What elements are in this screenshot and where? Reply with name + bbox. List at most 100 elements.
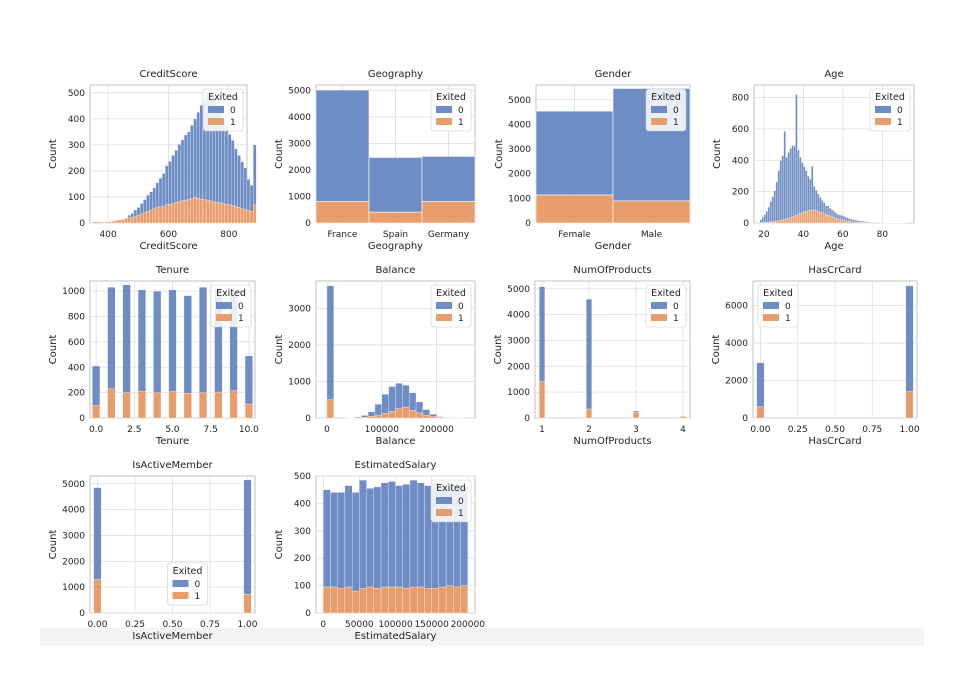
hascrcard-bar-exited-0 — [905, 285, 914, 392]
isactivemember-ytick-label: 4000 — [62, 506, 85, 516]
isactivemember-bar-exited-1 — [243, 593, 252, 614]
creditscore-bar-exited-1 — [237, 207, 241, 224]
creditscore-bar-exited-0 — [177, 144, 182, 202]
creditscore-bar-exited-0 — [227, 134, 232, 205]
age-bar-exited-0 — [787, 152, 790, 219]
age-bar-exited-0 — [870, 222, 873, 223]
legend-title: Exited — [436, 288, 466, 299]
creditscore-bar-exited-1 — [227, 204, 232, 224]
age-ytick-label: 600 — [732, 125, 749, 135]
age-bar-exited-1 — [822, 213, 826, 224]
legend-swatch-1 — [216, 314, 232, 321]
age-xtick-label: 80 — [877, 230, 889, 240]
isactivemember-ytick-label: 3000 — [62, 531, 85, 541]
bottom-band — [40, 628, 924, 646]
balance-bar-exited-1 — [402, 406, 410, 419]
hascrcard-title: HasCrCard — [808, 265, 861, 276]
gender-legend: Exited 0 1 — [645, 88, 687, 132]
numofproducts-xtick-label: 4 — [680, 425, 686, 435]
tenure-bar-exited-1 — [199, 392, 208, 419]
tenure-ytick-label: 800 — [68, 313, 85, 323]
creditscore-bar-exited-1 — [96, 221, 100, 224]
age-bar-exited-1 — [787, 218, 790, 224]
age-bar-exited-1 — [791, 216, 794, 224]
estimatedsalary-bar-exited-0 — [351, 492, 360, 592]
age-bar-exited-0 — [860, 221, 863, 223]
age-bar-exited-0 — [781, 155, 784, 221]
gender-bar-exited-1 — [535, 194, 614, 224]
hascrcard-xlabel: HasCrCard — [808, 436, 861, 447]
tenure-xtick-label: 5.0 — [165, 425, 180, 435]
geography-bar-exited-0 — [368, 157, 423, 213]
creditscore-bar-exited-1 — [133, 216, 138, 224]
balance-bar-exited-0 — [381, 394, 389, 414]
creditscore-bar-exited-1 — [215, 202, 219, 224]
legend-label-1: 1 — [785, 314, 791, 324]
estimatedsalary-bar-exited-0 — [337, 492, 346, 589]
age-bar-exited-1 — [821, 212, 824, 224]
gender-ytick-label: 2000 — [508, 170, 531, 180]
creditscore-bar-exited-1 — [231, 205, 235, 224]
legend-swatch-1 — [436, 118, 452, 125]
age-bar-exited-1 — [840, 219, 844, 224]
creditscore-bar-exited-1 — [130, 217, 134, 224]
balance-bar-exited-1 — [381, 413, 389, 419]
age-bar-exited-0 — [801, 162, 804, 213]
age-bar-exited-1 — [781, 219, 784, 224]
age-bar-exited-0 — [769, 201, 772, 223]
balance-bar-exited-0 — [374, 403, 382, 416]
age-xlabel: Age — [824, 241, 843, 252]
isactivemember-ytick-label: 5000 — [62, 480, 85, 490]
age-bar-exited-0 — [785, 157, 788, 219]
numofproducts-bar-exited-1 — [679, 416, 686, 419]
age-bar-exited-0 — [759, 219, 763, 223]
balance-bar-exited-1 — [429, 416, 437, 419]
gender-bar-exited-0 — [535, 110, 614, 196]
hascrcard-ytick-label: 2000 — [725, 376, 748, 386]
creditscore-bar-exited-1 — [161, 205, 166, 224]
legend-label-0: 0 — [785, 302, 791, 312]
legend-label-0: 0 — [238, 302, 244, 312]
legend-label-1: 1 — [195, 592, 201, 602]
creditscore-bar-exited-1 — [155, 207, 160, 224]
balance-bar-exited-0 — [367, 411, 376, 417]
tenure-bar-exited-1 — [168, 391, 177, 419]
tenure-bar-exited-1 — [244, 403, 253, 419]
creditscore-bar-exited-0 — [243, 167, 248, 210]
age-bar-exited-1 — [793, 215, 796, 224]
numofproducts-xtick-label: 1 — [539, 425, 545, 435]
estimatedsalary-bar-exited-1 — [438, 586, 447, 614]
age-bar-exited-0 — [862, 221, 865, 223]
legend-label-0: 0 — [458, 302, 464, 312]
creditscore-bar-exited-1 — [212, 201, 216, 224]
legend-title: Exited — [436, 483, 466, 494]
hascrcard-bar-exited-1 — [756, 406, 765, 419]
creditscore-bar-exited-1 — [174, 202, 178, 224]
creditscore-bar-exited-0 — [165, 165, 169, 205]
age-bar-exited-1 — [819, 211, 822, 224]
tenure-bar-exited-0 — [199, 287, 208, 393]
hascrcard-ytick-label: 4000 — [725, 339, 748, 349]
numofproducts-ytick-label: 0 — [524, 414, 530, 424]
creditscore-xtick-label: 800 — [220, 230, 237, 240]
legend-swatch-1 — [875, 118, 891, 125]
legend-swatch-0 — [875, 106, 891, 113]
isactivemember-xtick-label: 0.25 — [125, 620, 145, 630]
legend-swatch-0 — [436, 302, 452, 309]
legend-swatch-1 — [172, 592, 189, 599]
estimatedsalary-bar-exited-1 — [402, 588, 411, 614]
numofproducts-bar-exited-0 — [539, 286, 546, 382]
tenure-xtick-label: 7.5 — [204, 425, 218, 435]
isactivemember-legend: Exited 0 1 — [167, 562, 208, 606]
tenure-xtick-label: 10.0 — [239, 425, 259, 435]
creditscore-bar-exited-1 — [92, 221, 97, 224]
estimatedsalary-bar-exited-1 — [445, 585, 454, 614]
hascrcard-xtick-label: 0.00 — [750, 425, 770, 435]
tenure-bar-exited-1 — [183, 393, 192, 419]
hascrcard-xtick-label: 1.00 — [900, 425, 920, 435]
age-bar-exited-1 — [785, 218, 788, 224]
numofproducts-ylabel: Count — [493, 335, 504, 365]
creditscore-legend: Exited 0 1 — [202, 88, 244, 132]
age-bar-exited-1 — [846, 220, 849, 224]
panel-isactivemember: 0 1000 2000 3000 4000 5000 0.00 0.25 0.50 0.75 1.0… — [48, 460, 258, 642]
